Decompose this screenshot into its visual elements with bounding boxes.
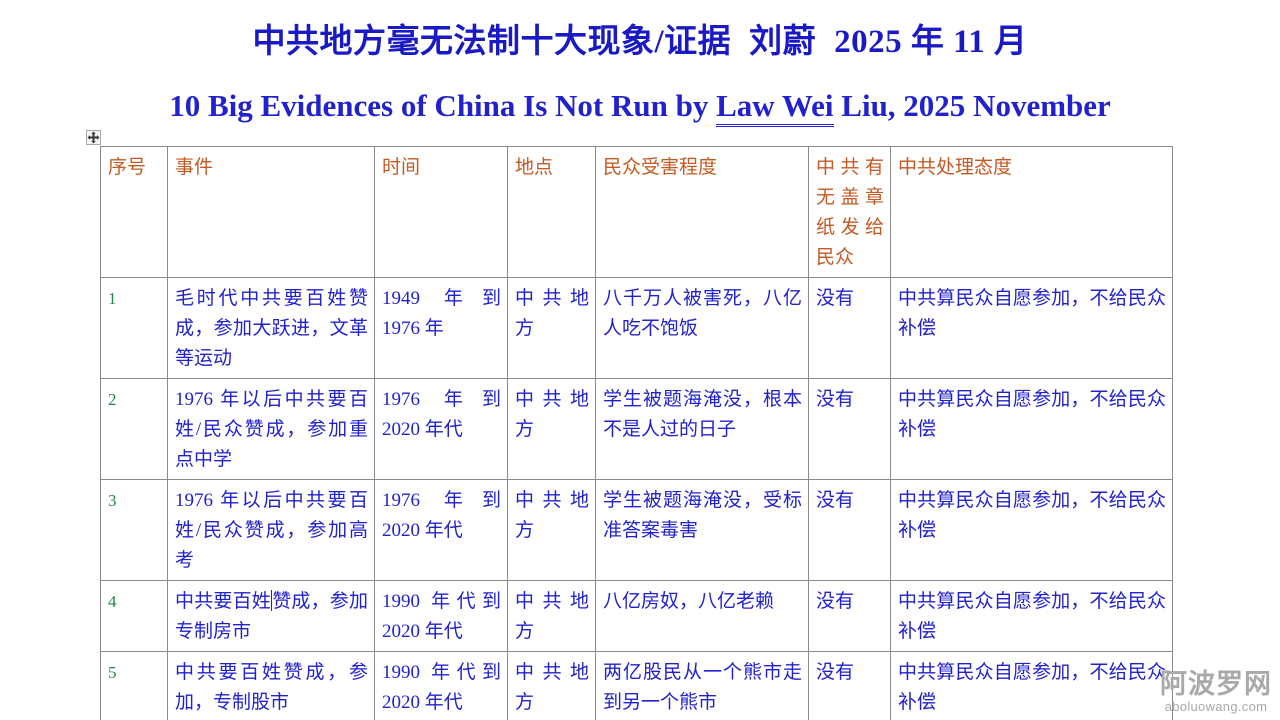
column-header-paper-label: 中共有无盖章纸发给民众 xyxy=(816,157,884,268)
cell-event: 1976 年以后中共要百姓/民众赞成，参加重点中学 xyxy=(167,378,375,480)
page-title-chinese: 中共地方毫无法制十大现象/证据 刘蔚 2025 年 11 月 xyxy=(0,14,1280,62)
cell-place: 中共地方 xyxy=(507,277,596,379)
evidence-table: 序号 事件 时间 地点 民众受害程度 中共有无盖章纸发给民众 中共处理态度 1 … xyxy=(100,146,1173,720)
page-title-chinese-author: 刘蔚 xyxy=(749,24,817,60)
cell-attitude: 中共算民众自愿参加，不给民众补偿 xyxy=(890,479,1173,581)
cell-index: 5 xyxy=(100,651,168,720)
cell-time: 1976 年到 2020 年代 xyxy=(374,378,508,480)
table-row: 5 中共要百姓赞成，参加，专制股市 1990 年代到 2020 年代 中共地方 … xyxy=(100,651,1173,720)
cell-attitude: 中共算民众自愿参加，不给民众补偿 xyxy=(890,277,1173,379)
cell-index: 4 xyxy=(100,580,168,652)
cell-event[interactable]: 中共要百姓赞成，参加专制房市 xyxy=(167,580,375,652)
cell-event: 毛时代中共要百姓赞成，参加大跃进，文革等运动 xyxy=(167,277,375,379)
watermark-domain: aboluowang.com xyxy=(1164,699,1268,714)
cell-event-text-before-caret: 中共要百姓 xyxy=(175,591,271,612)
cell-harm: 八千万人被害死，八亿人吃不饱饭 xyxy=(595,277,809,379)
cell-event: 1976 年以后中共要百姓/民众赞成，参加高考 xyxy=(167,479,375,581)
table-row: 3 1976 年以后中共要百姓/民众赞成，参加高考 1976 年到 2020 年… xyxy=(100,479,1173,581)
text-cursor xyxy=(271,590,272,611)
page-title-english-underlined: Law Wei xyxy=(716,88,834,127)
column-header-attitude: 中共处理态度 xyxy=(890,146,1173,278)
column-header-harm: 民众受害程度 xyxy=(595,146,809,278)
cell-harm: 八亿房奴，八亿老赖 xyxy=(595,580,809,652)
evidence-table-container: 序号 事件 时间 地点 民众受害程度 中共有无盖章纸发给民众 中共处理态度 1 … xyxy=(100,146,1173,720)
column-header-place: 地点 xyxy=(507,146,596,278)
cell-paper: 没有 xyxy=(808,277,891,379)
page-title-english: 10 Big Evidences of China Is Not Run by … xyxy=(0,88,1280,127)
cell-harm: 学生被题海淹没，受标准答案毒害 xyxy=(595,479,809,581)
table-row: 1 毛时代中共要百姓赞成，参加大跃进，文革等运动 1949 年到 1976 年 … xyxy=(100,277,1173,379)
cell-place: 中共地方 xyxy=(507,378,596,480)
cell-paper: 没有 xyxy=(808,651,891,720)
cell-paper: 没有 xyxy=(808,378,891,480)
cell-event: 中共要百姓赞成，参加，专制股市 xyxy=(167,651,375,720)
table-move-handle-icon[interactable] xyxy=(86,130,101,145)
cell-paper: 没有 xyxy=(808,580,891,652)
cell-event-text-after-caret: 赞成，参加专制房市 xyxy=(175,591,368,642)
column-header-paper: 中共有无盖章纸发给民众 xyxy=(808,146,891,278)
table-row: 2 1976 年以后中共要百姓/民众赞成，参加重点中学 1976 年到 2020… xyxy=(100,378,1173,480)
column-header-time: 时间 xyxy=(374,146,508,278)
cell-attitude: 中共算民众自愿参加，不给民众补偿 xyxy=(890,580,1173,652)
cell-place: 中共地方 xyxy=(507,580,596,652)
page-title-english-suffix: Liu, 2025 November xyxy=(833,88,1111,123)
column-header-index: 序号 xyxy=(100,146,168,278)
cell-time: 1976 年到 2020 年代 xyxy=(374,479,508,581)
column-header-event: 事件 xyxy=(167,146,375,278)
cell-place: 中共地方 xyxy=(507,651,596,720)
watermark-chinese: 阿波罗网 xyxy=(1160,669,1272,699)
cell-index: 2 xyxy=(100,378,168,480)
cell-paper: 没有 xyxy=(808,479,891,581)
cell-place: 中共地方 xyxy=(507,479,596,581)
cell-attitude: 中共算民众自愿参加，不给民众补偿 xyxy=(890,378,1173,480)
table-row: 4 中共要百姓赞成，参加专制房市 1990 年代到 2020 年代 中共地方 八… xyxy=(100,580,1173,652)
cell-time: 1990 年代到 2020 年代 xyxy=(374,580,508,652)
cell-attitude: 中共算民众自愿参加，不给民众补偿 xyxy=(890,651,1173,720)
watermark: 阿波罗网 aboluowang.com xyxy=(1160,669,1272,714)
table-header-row: 序号 事件 时间 地点 民众受害程度 中共有无盖章纸发给民众 中共处理态度 xyxy=(100,146,1173,278)
cell-time: 1949 年到 1976 年 xyxy=(374,277,508,379)
cell-harm: 两亿股民从一个熊市走到另一个熊市 xyxy=(595,651,809,720)
cell-index: 1 xyxy=(100,277,168,379)
cell-harm: 学生被题海淹没，根本不是人过的日子 xyxy=(595,378,809,480)
page-title-chinese-main: 中共地方毫无法制十大现象/证据 xyxy=(252,24,732,60)
page-title-english-prefix: 10 Big Evidences of China Is Not Run by xyxy=(169,88,717,123)
page-title-chinese-date: 2025 年 11 月 xyxy=(834,24,1028,60)
cell-index: 3 xyxy=(100,479,168,581)
cell-time: 1990 年代到 2020 年代 xyxy=(374,651,508,720)
